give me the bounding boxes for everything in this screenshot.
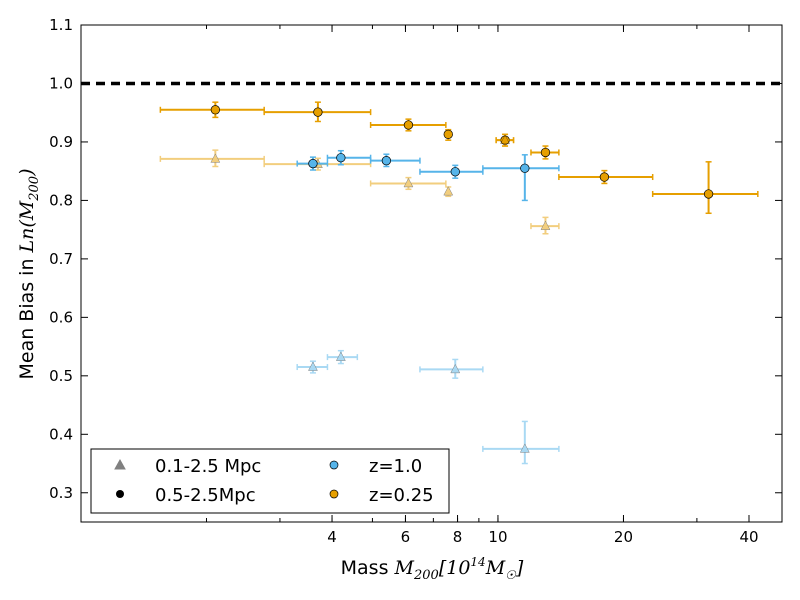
legend-entry: 0.1-2.5 Mpc (114, 456, 261, 477)
legend-entry: z=0.25 (329, 485, 434, 506)
legend-marker-triangle (114, 458, 126, 470)
circle-marker (313, 107, 323, 117)
circle-marker (336, 153, 346, 163)
legend-entry: 0.5-2.5Mpc (116, 485, 256, 506)
legend-marker-circle (116, 490, 124, 498)
data-point (530, 145, 560, 160)
x-axis-label: Mass M200[1014M☉] (341, 555, 524, 583)
triangle-marker (450, 363, 461, 374)
y-tick-label: 0.8 (49, 191, 73, 209)
circle-marker (599, 172, 610, 182)
legend-label: z=0.25 (369, 485, 434, 506)
y-tick-label: 0.3 (49, 484, 73, 502)
circle-marker (520, 163, 530, 173)
data-point (326, 149, 372, 166)
circle-marker (450, 167, 460, 177)
legend-label: 0.5-2.5Mpc (155, 485, 256, 506)
y-tick-label: 1.0 (49, 74, 73, 92)
x-tick-label: 8 (453, 528, 463, 546)
circle-marker (403, 120, 414, 130)
circle-marker (443, 129, 453, 139)
data-series (159, 133, 560, 235)
y-tick-label: 0.6 (49, 308, 73, 326)
y-axis-label: Mean Bias in Ln(M200) (16, 168, 42, 379)
legend-marker-circle (329, 489, 339, 499)
y-tick-label: 0.5 (49, 367, 73, 385)
data-point (530, 216, 560, 235)
triangle-marker (540, 220, 551, 230)
triangle-marker (210, 153, 221, 163)
data-point (369, 176, 447, 191)
data-point (369, 118, 447, 132)
data-series (159, 101, 759, 215)
legend-label: z=1.0 (369, 456, 422, 477)
triangle-marker (308, 361, 318, 371)
axis-ticks: 0.3 0.4 0.5 0.6 0.7 0.8 0.9 1.0 1.1 4 6 8 10 20 40 (49, 16, 782, 546)
data-point (159, 101, 265, 119)
triangle-marker (500, 134, 510, 144)
data-point (443, 128, 453, 141)
data-point (419, 358, 484, 379)
circle-marker (703, 189, 714, 199)
plot-frame (80, 24, 783, 523)
circle-marker (381, 156, 392, 166)
data-series (296, 349, 560, 465)
data-point (443, 186, 454, 198)
x-tick-label: 10 (488, 528, 507, 546)
y-tick-label: 1.1 (49, 16, 73, 34)
data-point (296, 360, 329, 374)
circle-marker (210, 105, 221, 115)
circle-marker (540, 147, 551, 158)
data-point (482, 154, 560, 202)
x-tick-label: 40 (739, 528, 758, 546)
data-point (419, 164, 484, 179)
x-tick-label: 20 (614, 528, 633, 546)
data-series (296, 149, 560, 202)
x-tick-label: 6 (401, 528, 411, 546)
circle-marker (308, 158, 318, 169)
data-point (558, 169, 654, 185)
data-point (263, 101, 372, 123)
triangle-marker (335, 351, 346, 361)
triangle-marker (519, 443, 530, 453)
data-point (651, 161, 759, 215)
data-point (159, 149, 265, 168)
data-point (326, 349, 359, 365)
data-point (296, 156, 329, 171)
y-tick-label: 0.7 (49, 250, 73, 268)
y-tick-label: 0.4 (49, 425, 73, 443)
data-point (369, 153, 421, 168)
legend-marker-circle (329, 460, 339, 470)
data-layer (81, 81, 782, 465)
triangle-marker (443, 186, 454, 196)
y-tick-label: 0.9 (49, 133, 73, 151)
triangle-marker (403, 177, 414, 188)
data-point (495, 133, 515, 147)
legend-entry: z=1.0 (329, 456, 422, 477)
legend-frame (90, 448, 450, 514)
data-point (482, 420, 560, 465)
legend-label: 0.1-2.5 Mpc (155, 456, 261, 477)
x-tick-label: 4 (327, 528, 337, 546)
legend: 0.1-2.5 Mpc z=1.0 0.5-2.5Mpc z=0.25 (90, 448, 450, 514)
